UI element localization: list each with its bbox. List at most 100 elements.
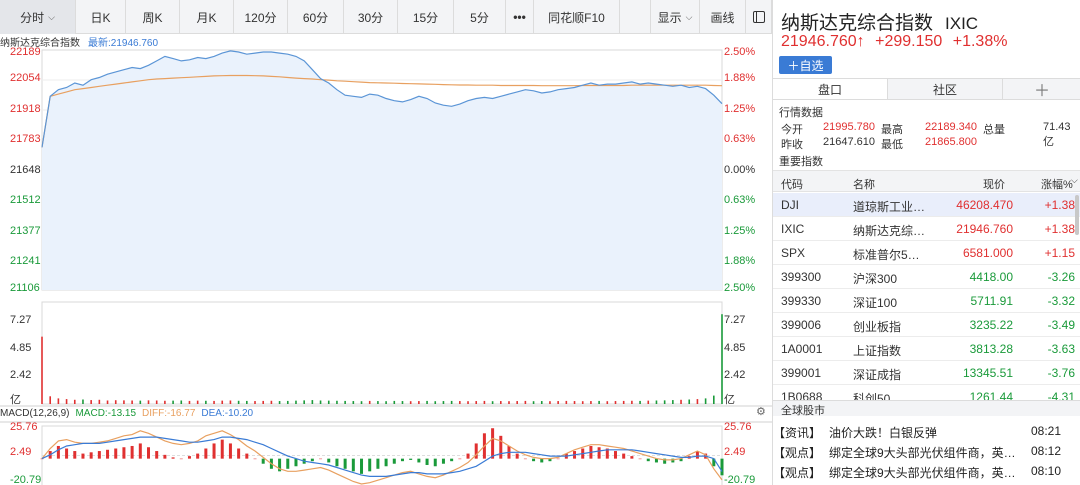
table-row[interactable]: 399300 沪深300 4418.00 -3.26 [773, 265, 1080, 289]
index-table-header: 代码 名称 现价 涨幅% ⌵ [773, 170, 1080, 192]
volume-bar [262, 400, 265, 404]
news-item[interactable]: 【观点】 绑定全球9大头部光伏组件商，英… 08:10 [773, 462, 1080, 482]
tab-5min[interactable]: 5分 [454, 0, 506, 34]
volume-bar [573, 401, 576, 404]
tab-30min[interactable]: 30分 [344, 0, 398, 34]
volume-bar [598, 400, 600, 404]
volume-bar [73, 399, 76, 404]
macd-bar [138, 443, 142, 459]
macd-bar [294, 458, 298, 467]
chart-toolbar: 分时 ⌵ 日K 周K 月K 120分 60分 30分 15分 5分 ••• 同花顺… [0, 0, 772, 34]
table-row[interactable]: 1A0001 上证指数 3813.28 -3.63 [773, 337, 1080, 361]
macd-bar [114, 448, 118, 459]
macd-bar [155, 451, 159, 459]
index-name: 纳斯达克综合指数 [781, 13, 934, 34]
news-time: 08:12 [1031, 444, 1062, 458]
tab-timeshare[interactable]: 分时 ⌵ [0, 0, 76, 34]
macd-bar [474, 443, 478, 459]
add-watchlist-button[interactable]: ＋自选 [779, 56, 832, 74]
macd-bar [663, 458, 667, 464]
table-row[interactable]: 399001 深证成指 13345.51 -3.76 [773, 361, 1080, 385]
tab-label: 周K [142, 10, 163, 25]
volume-bar [426, 400, 428, 404]
tab-120min[interactable]: 120分 [234, 0, 288, 34]
macd-bar [163, 454, 167, 459]
tab-weekly-k[interactable]: 周K [126, 0, 180, 34]
add-tab-icon[interactable]: ＋ [1003, 79, 1080, 100]
table-row[interactable]: IXIC 纳斯达克综… 21946.760 +1.38 [773, 217, 1080, 241]
volume-bar [663, 400, 666, 404]
volume-bar [213, 400, 215, 404]
chevron-down-icon: ⌵ [685, 11, 693, 22]
macd-bar [654, 458, 658, 463]
axis-tick-label: 21377 [10, 225, 41, 237]
row-pct: +1.15 [1044, 246, 1075, 260]
macd-bar [622, 453, 626, 459]
volume-bar [467, 401, 469, 404]
news-title: 绑定全球9大头部光伏组件商，英… [829, 446, 1016, 460]
news-item[interactable]: 【资讯】 油价大跌！白银反弹 08:21 [773, 422, 1080, 442]
draw-line-button[interactable]: 画线 [700, 0, 746, 34]
sidebar-toggle-icon[interactable] [746, 0, 772, 33]
volume-bar [540, 401, 543, 404]
macd-bar [228, 443, 232, 459]
volume-bar [237, 400, 240, 404]
axis-tick-label: 亿 [724, 394, 735, 406]
quote-row-2: 昨收 21647.610 最低 21865.800 [773, 136, 1080, 151]
volume-bar [131, 400, 133, 404]
macd-bar [212, 443, 216, 459]
chevron-down-icon: ⌵ [48, 11, 55, 22]
macd-bar [310, 458, 314, 462]
col-code[interactable]: 代码 [781, 179, 803, 191]
volume-bar [155, 400, 158, 404]
row-code: 399330 [781, 294, 822, 308]
more-icon[interactable]: ••• [506, 0, 534, 34]
price-change-pct: +1.38% [952, 33, 1008, 50]
tab-f10[interactable]: 同花顺F10 [534, 0, 620, 34]
volume-bar [688, 399, 691, 404]
row-pct: -3.49 [1047, 318, 1075, 332]
volume-bar [557, 401, 559, 404]
macd-bar [327, 458, 331, 463]
table-row[interactable]: DJI 道琼斯工业… 46208.470 +1.38 [773, 193, 1080, 217]
tab-quote[interactable]: 盘口 [773, 79, 888, 99]
axis-tick-label: 2.42 [724, 369, 746, 381]
volume-bar [327, 400, 330, 404]
col-price[interactable]: 现价 [983, 179, 1005, 191]
macd-bar [605, 448, 609, 459]
volume-bar [360, 401, 363, 404]
intraday-chart [0, 49, 772, 485]
tab-label: 120分 [244, 10, 277, 25]
volume-bar [483, 400, 486, 404]
volume-bar [622, 400, 625, 404]
macd-bar [695, 451, 699, 459]
chart-latest-price: 最新:21946.760 [88, 37, 159, 49]
row-price: 21946.760 [956, 222, 1013, 236]
tab-community[interactable]: 社区 [888, 79, 1003, 99]
table-row[interactable]: 399330 深证100 5711.91 -3.32 [773, 289, 1080, 313]
tab-daily-k[interactable]: 日K [76, 0, 126, 34]
col-pct[interactable]: 涨幅% [1041, 179, 1073, 191]
row-name: 标准普尔5… [853, 248, 920, 262]
macd-bar [343, 458, 347, 469]
volume-bar [450, 400, 453, 404]
news-item[interactable]: 【观点】 绑定全球9大头部光伏组件商，英… 08:12 [773, 442, 1080, 462]
tab-label: 5分 [470, 10, 489, 25]
col-name[interactable]: 名称 [853, 179, 875, 191]
row-name: 深证100 [853, 296, 898, 310]
macd-bar [540, 458, 544, 463]
quote-row-1: 今开 21995.780 最高 22189.340 总量 71.43 亿 [773, 121, 1080, 148]
volume-bar [565, 400, 568, 404]
table-scrollbar[interactable] [1075, 195, 1079, 235]
display-button[interactable]: 显示 ⌵ [650, 0, 700, 34]
table-row[interactable]: 399006 创业板指 3235.22 -3.49 [773, 313, 1080, 337]
axis-tick-label: 4.85 [10, 342, 32, 354]
tab-60min[interactable]: 60分 [288, 0, 344, 34]
table-row[interactable]: SPX 标准普尔5… 6581.000 +1.15 [773, 241, 1080, 265]
gear-icon[interactable]: ⚙ [756, 406, 766, 418]
tab-15min[interactable]: 15分 [398, 0, 454, 34]
macd-bar [97, 451, 101, 459]
axis-tick-label: 22054 [10, 72, 41, 84]
tab-monthly-k[interactable]: 月K [180, 0, 234, 34]
macd-bar [638, 458, 642, 460]
